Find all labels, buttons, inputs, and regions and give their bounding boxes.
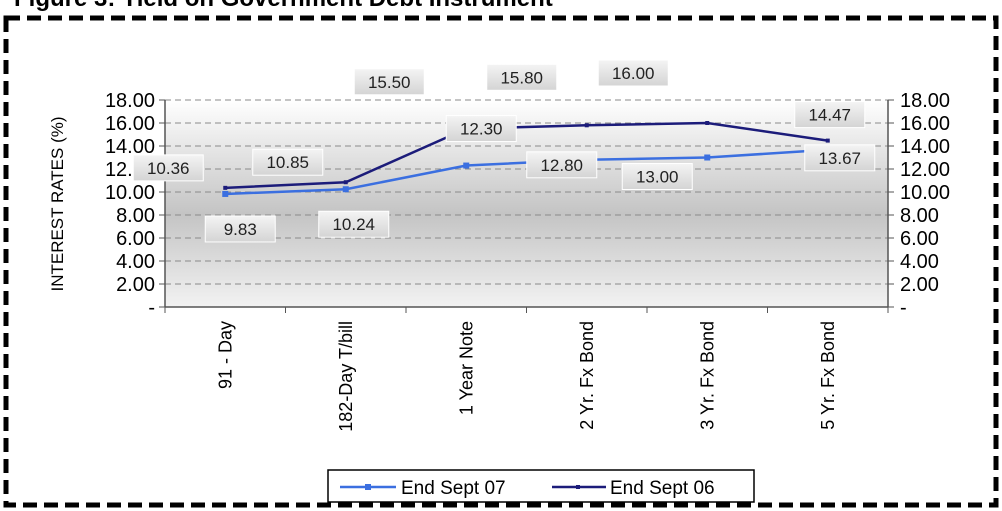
category-label-3: 2 Yr. Fx Bond <box>577 321 597 430</box>
data-label-box-0-0 <box>204 215 276 243</box>
legend-label-end-sept-07: End Sept 07 <box>401 478 506 499</box>
data-label-box-1-3 <box>486 63 558 91</box>
series-line-1 <box>225 121 828 190</box>
chart-title: Figure 3: Yield on Government Debt Instr… <box>14 0 553 12</box>
data-point-1-4 <box>705 121 710 125</box>
data-label-1-3: 15.80 <box>500 68 543 87</box>
y-tick-label-left-2: 4.00 <box>116 251 155 273</box>
legend-marker-end-sept-06 <box>576 485 580 489</box>
data-point-0-1 <box>342 186 349 193</box>
plot-area <box>165 100 888 307</box>
y-tick-label-left-7: 14.00 <box>105 136 155 158</box>
category-label-5: 5 Yr. Fx Bond <box>818 321 838 430</box>
data-label-box-0-4 <box>621 163 693 190</box>
data-label-0-0: 9.83 <box>224 220 257 239</box>
data-labels: 9.83 10.24 12.30 12.80 13.00 13.67 10.36 10.85 1… <box>132 59 876 243</box>
data-label-1-1: 10.85 <box>266 153 309 172</box>
category-label-0: 91 - Day <box>215 321 235 389</box>
data-label-box-0-3 <box>526 151 598 179</box>
data-label-box-0-5 <box>804 144 876 172</box>
y-tick-label-right-0: - <box>900 297 907 319</box>
data-point-1-3 <box>584 123 589 128</box>
category-label-1: 182-Day T/bill <box>336 321 356 432</box>
data-label-1-0: 10.36 <box>147 159 190 178</box>
y-tick-label-left-0: - <box>148 297 155 319</box>
y-axis-label: INTEREST RATES (%) <box>48 116 67 291</box>
data-label-box-0-1 <box>318 210 390 238</box>
data-point-0-2 <box>463 162 470 169</box>
data-label-box-1-2 <box>353 68 425 96</box>
data-point-1-0 <box>223 185 228 190</box>
data-label-box-1-4 <box>597 59 669 87</box>
y-tick-label-left-8: 16.00 <box>105 113 155 135</box>
y-tick-label-right-7: 14.00 <box>900 136 950 158</box>
data-point-0-4 <box>704 154 711 161</box>
y-tick-label-right-3: 6.00 <box>900 228 939 250</box>
chart-frame <box>3 15 999 508</box>
category-label-2: 1 Year Note <box>456 321 476 415</box>
y-tick-label-right-2: 4.00 <box>900 251 939 273</box>
data-point-0-0 <box>222 190 229 197</box>
data-label-box-1-0 <box>132 154 204 182</box>
axes <box>159 99 894 313</box>
legend-label-end-sept-06: End Sept 06 <box>610 478 715 499</box>
y-tick-label-right-6: 12.00 <box>900 159 950 181</box>
legend: End Sept 07 End Sept 06 <box>327 469 755 503</box>
y-tick-label-left-5: 10.00 <box>105 182 155 204</box>
data-label-0-3: 12.80 <box>540 156 583 175</box>
y-tick-label-right-9: 18.00 <box>900 90 950 112</box>
y-tick-label-right-4: 8.00 <box>900 205 939 227</box>
x-tick-labels: 91 - Day 182-Day T/bill 1 Year Note 2 Yr. F… <box>215 321 838 432</box>
legend-marker-end-sept-07 <box>365 484 371 490</box>
data-label-box-1-1 <box>252 148 324 176</box>
data-label-box-1-5 <box>794 101 866 129</box>
y-tick-label-left-1: 2.00 <box>116 274 155 296</box>
y-tick-label-right-1: 2.00 <box>900 274 939 296</box>
data-label-0-4: 13.00 <box>636 168 679 187</box>
y-tick-label-right-5: 10.00 <box>900 182 950 204</box>
data-point-1-1 <box>343 180 348 185</box>
data-label-box-0-2 <box>445 115 517 143</box>
data-point-1-5 <box>825 138 830 143</box>
category-label-4: 3 Yr. Fx Bond <box>697 321 717 430</box>
data-label-0-5: 13.67 <box>818 149 861 168</box>
y-tick-label-left-4: 8.00 <box>116 205 155 227</box>
data-label-1-4: 16.00 <box>612 64 655 83</box>
y-tick-label-left-9: 18.00 <box>105 90 155 112</box>
y-tick-label-right-8: 16.00 <box>900 113 950 135</box>
data-label-1-5: 14.47 <box>808 106 851 125</box>
data-label-1-2: 15.50 <box>368 73 411 92</box>
data-label-0-2: 12.30 <box>460 120 503 139</box>
y-tick-label-left-3: 6.00 <box>116 228 155 250</box>
legend-box <box>327 469 755 503</box>
data-label-0-1: 10.24 <box>332 215 375 234</box>
